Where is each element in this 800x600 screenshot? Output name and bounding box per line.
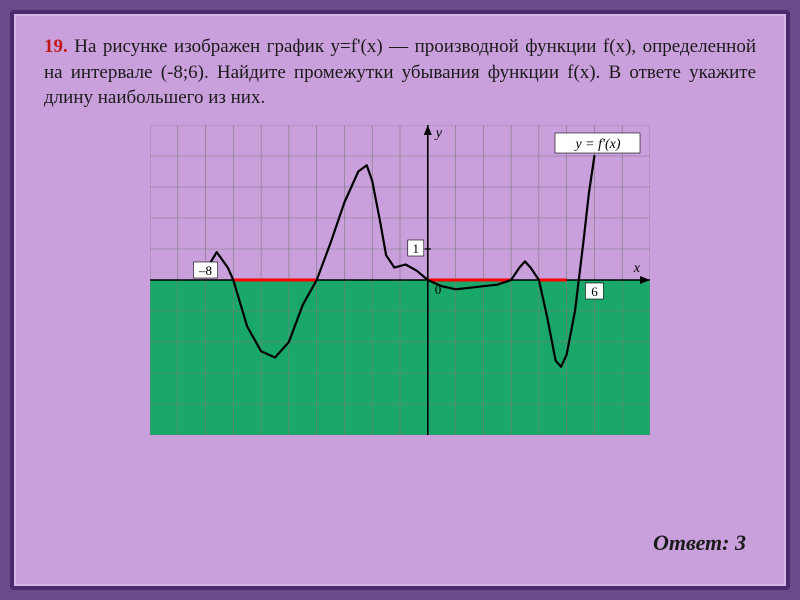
derivative-chart: –8 6 0 1 y x y = f'(x)	[150, 125, 650, 435]
problem-number: 19.	[44, 36, 68, 57]
svg-text:0: 0	[435, 282, 442, 297]
problem-body: На рисунке изображен график y=f'(x) — пр…	[44, 36, 756, 108]
svg-text:1: 1	[413, 241, 420, 256]
svg-text:x: x	[633, 261, 641, 276]
slide-frame: 19. На рисунке изображен график y=f'(x) …	[10, 10, 790, 590]
svg-text:y = f'(x): y = f'(x)	[573, 137, 620, 152]
svg-text:y: y	[434, 126, 443, 141]
answer-label: Ответ:	[653, 530, 735, 555]
svg-text:–8: –8	[198, 263, 212, 278]
problem-text: 19. На рисунке изображен график y=f'(x) …	[44, 34, 756, 111]
answer-block: Ответ: 3	[653, 530, 746, 556]
svg-text:6: 6	[591, 284, 598, 299]
answer-value: 3	[735, 530, 746, 555]
chart-svg: –8 6 0 1 y x y = f'(x)	[150, 125, 650, 435]
